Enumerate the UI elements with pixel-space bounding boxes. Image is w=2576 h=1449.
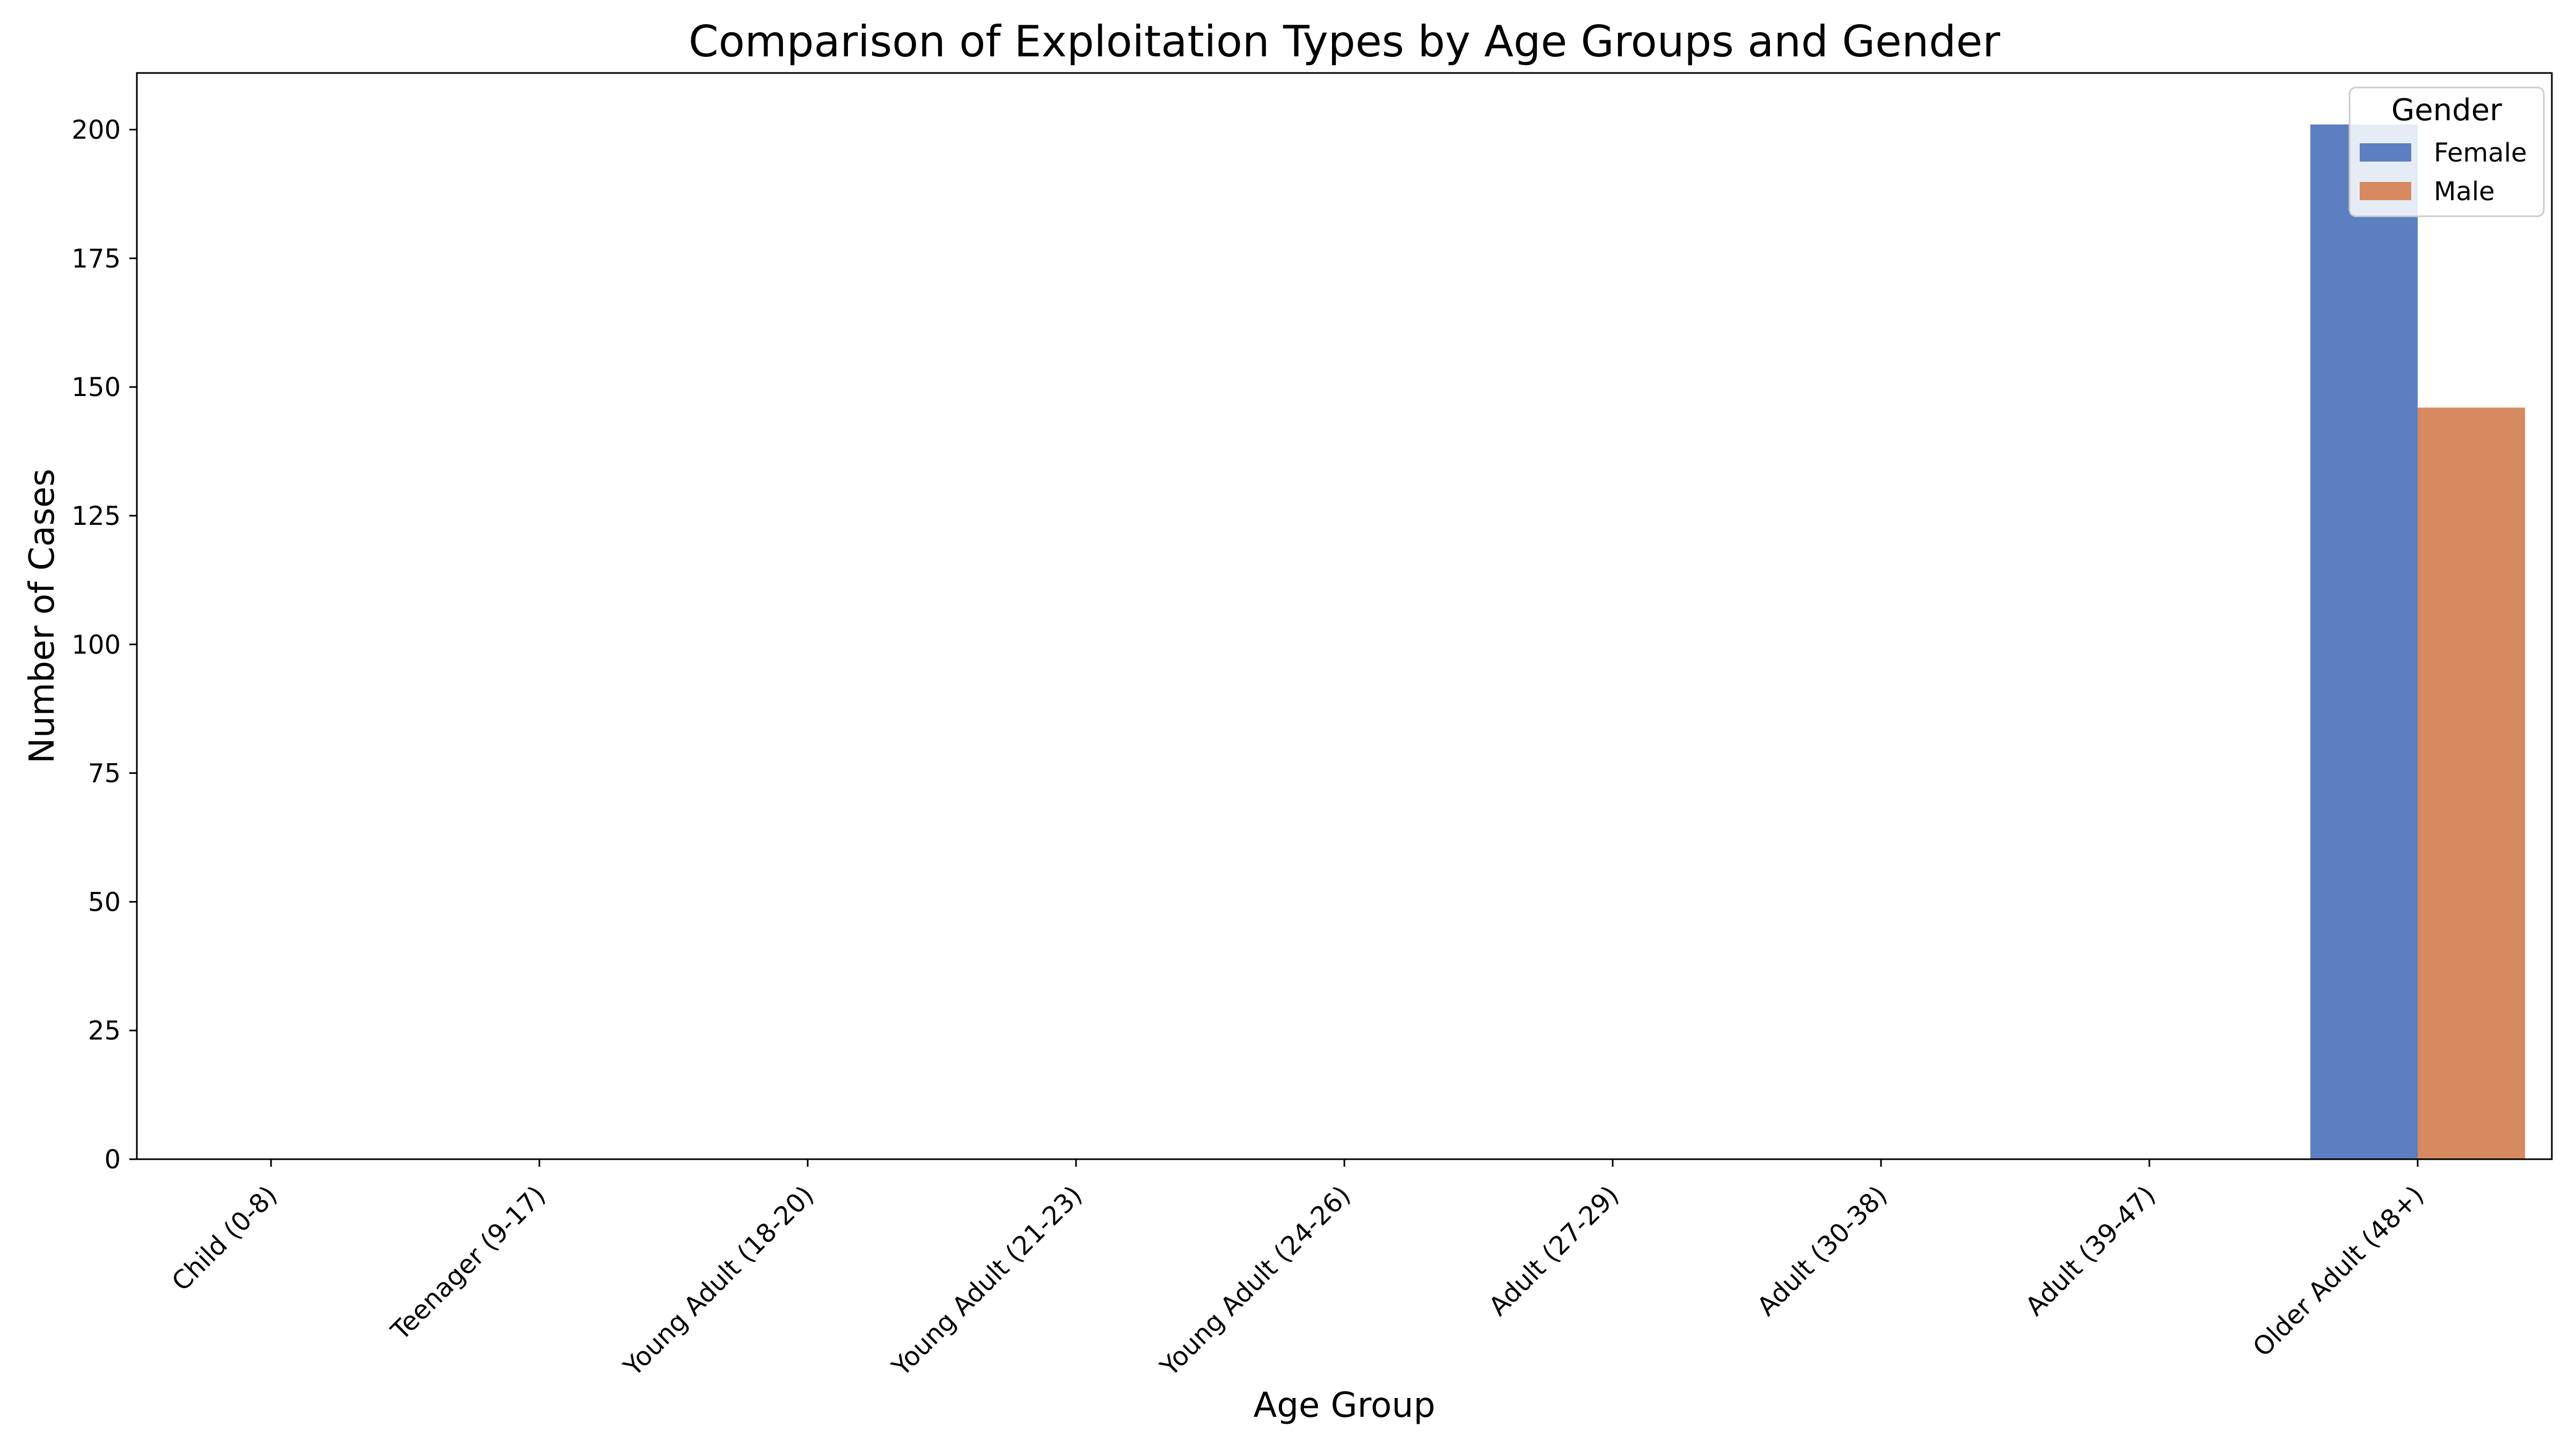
x-tick-label: Young Adult (24-26) <box>1154 1180 1357 1382</box>
x-axis-label: Age Group <box>1254 1386 1436 1425</box>
plot-frame <box>136 72 2553 1160</box>
y-tick-label: 50 <box>88 887 121 917</box>
legend-items: Female Male <box>2360 138 2527 207</box>
y-axis: 0 25 50 75 100 125 150 175 200 <box>71 115 137 1175</box>
y-tick-label: 0 <box>104 1145 121 1175</box>
x-tick-label: Young Adult (21-23) <box>886 1180 1088 1382</box>
chart-title: Comparison of Exploitation Types by Age … <box>689 17 2000 67</box>
legend-swatch-female <box>2360 143 2411 162</box>
legend-label-female: Female <box>2434 138 2527 168</box>
y-tick-label: 200 <box>71 115 121 145</box>
y-tick-label: 100 <box>71 630 121 660</box>
legend-label-male: Male <box>2434 177 2495 207</box>
x-tick-label: Child (0-8) <box>166 1180 283 1297</box>
legend-title: Gender <box>2391 93 2502 128</box>
x-tick-label: Teenager (9-17) <box>385 1180 551 1346</box>
y-axis-label: Number of Cases <box>23 469 62 763</box>
bar-female-8 <box>2310 124 2418 1159</box>
x-tick-label: Older Adult (48+) <box>2247 1180 2429 1363</box>
x-tick-label: Adult (27-29) <box>1483 1180 1625 1322</box>
y-tick-label: 175 <box>71 244 121 274</box>
x-tick-label: Young Adult (18-20) <box>618 1180 820 1382</box>
legend: Gender Female Male <box>2348 86 2545 217</box>
y-tick-label: 125 <box>71 501 121 531</box>
y-tick-label: 75 <box>88 759 121 789</box>
x-tick-label: Adult (39-47) <box>2020 1180 2162 1322</box>
x-tick-label: Adult (30-38) <box>1752 1180 1893 1322</box>
legend-swatch-male <box>2360 182 2411 200</box>
y-tick-label: 150 <box>71 372 121 402</box>
bars-layer <box>2310 124 2525 1159</box>
x-axis: Child (0-8) Teenager (9-17) Young Adult (1… <box>166 1159 2429 1382</box>
y-tick-label: 25 <box>88 1016 121 1046</box>
bar-male-8 <box>2418 407 2525 1159</box>
